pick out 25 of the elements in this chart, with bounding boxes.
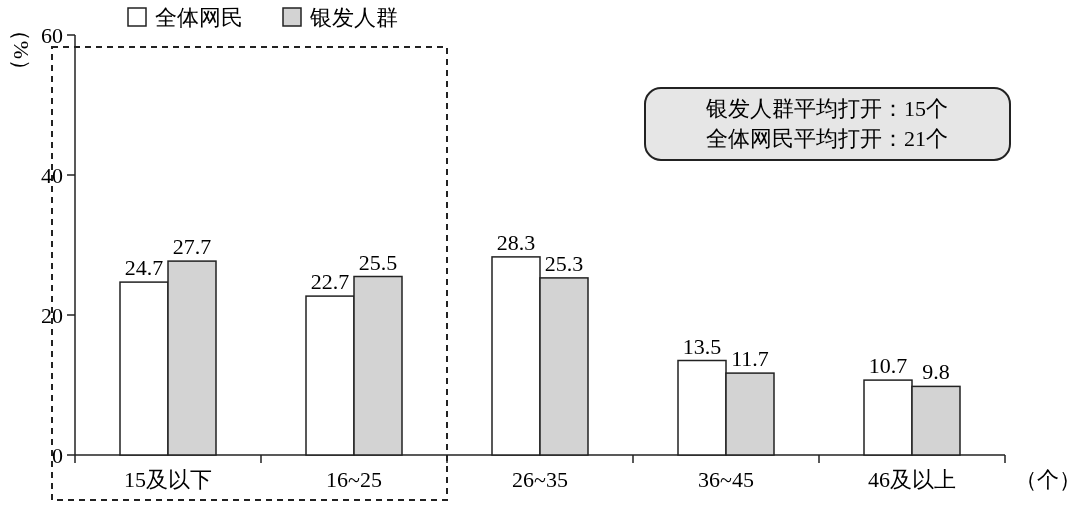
y-axis-title: （%） (9, 18, 34, 82)
data-label: 11.7 (731, 346, 769, 372)
x-tick-label: 16~25 (326, 467, 382, 492)
data-label: 28.3 (496, 229, 536, 255)
x-tick-label: 46及以上 (868, 467, 956, 492)
x-axis-title: （个） (1015, 467, 1080, 492)
data-label: 25.3 (544, 250, 584, 276)
y-tick-label: 0 (52, 443, 63, 468)
x-tick-label: 36~45 (698, 467, 754, 492)
data-label: 25.5 (358, 249, 398, 275)
annotation: 银发人群平均打开：15个 (705, 96, 948, 121)
legend-label: 全体网民 (155, 5, 243, 30)
data-label: 13.5 (682, 333, 722, 359)
y-tick-label: 60 (41, 23, 63, 48)
legend-label: 银发人群 (309, 5, 398, 30)
data-label: 10.7 (868, 353, 908, 379)
y-tick-label: 40 (41, 163, 63, 188)
data-label: 27.7 (172, 234, 212, 260)
data-label: 22.7 (310, 269, 350, 295)
x-tick-label: 15及以下 (124, 467, 212, 492)
data-label: 9.8 (922, 359, 950, 385)
annotation: 全体网民平均打开：21个 (706, 126, 948, 151)
x-tick-label: 26~35 (512, 467, 568, 492)
data-label: 24.7 (124, 255, 164, 281)
y-tick-label: 20 (41, 303, 63, 328)
